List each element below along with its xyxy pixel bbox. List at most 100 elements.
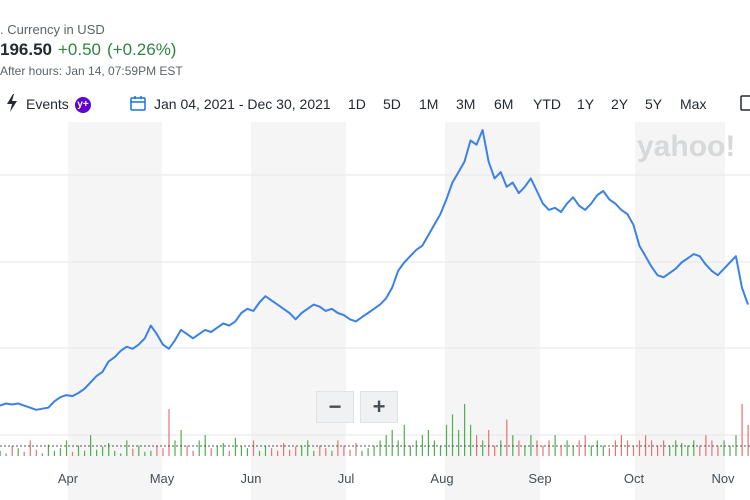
range-max[interactable]: Max <box>680 96 707 112</box>
volume-bar <box>524 445 526 456</box>
volume-bar <box>343 445 345 456</box>
volume-bar <box>361 450 363 456</box>
volume-bar <box>530 435 532 456</box>
volume-bar <box>458 430 460 456</box>
volume-bar <box>120 453 122 456</box>
volume-bar <box>156 445 158 456</box>
events-button[interactable]: Events <box>26 96 69 112</box>
quote-header: . Currency in USD 196.50 +0.50 (+0.26%) Af… <box>0 0 750 82</box>
volume-bar <box>277 450 279 456</box>
volume-bar <box>506 419 508 456</box>
yahoo-watermark: yahoo! <box>637 130 735 163</box>
last-price: 196.50 <box>0 40 52 59</box>
range-5d[interactable]: 5D <box>383 96 401 112</box>
month-band <box>251 122 346 500</box>
volume-bar <box>373 445 375 456</box>
volume-bar <box>168 409 170 456</box>
volume-bar <box>590 445 592 456</box>
volume-bar <box>614 440 616 456</box>
volume-bar <box>367 448 369 456</box>
calendar-icon[interactable] <box>130 95 146 114</box>
volume-bar <box>403 424 405 456</box>
range-5y[interactable]: 5Y <box>645 96 663 112</box>
volume-bar <box>108 443 110 456</box>
volume-bar <box>216 445 218 456</box>
volume-bar <box>23 451 25 456</box>
price-chart[interactable]: yahoo! Apr May Jun Jul Aug Sep Oct Nov <box>0 122 750 500</box>
volume-bar <box>669 445 671 456</box>
month-band <box>68 122 162 500</box>
x-tick-oct: Oct <box>624 471 645 486</box>
volume-bar <box>657 445 659 456</box>
volume-bar <box>0 450 1 456</box>
quote-line: 196.50 +0.50 (+0.26%) <box>0 40 176 60</box>
volume-bar <box>608 448 610 456</box>
x-tick-jul: Jul <box>338 471 355 486</box>
price-change: +0.50 <box>58 40 102 59</box>
x-tick-apr: Apr <box>58 471 79 486</box>
volume-bar <box>228 450 230 456</box>
zoom-out-button[interactable]: − <box>316 391 354 423</box>
volume-bar <box>198 440 200 456</box>
zoom-in-button[interactable]: + <box>360 391 398 423</box>
range-ytd[interactable]: YTD <box>533 96 561 112</box>
volume-bar <box>445 424 448 456</box>
range-2y[interactable]: 2Y <box>611 96 629 112</box>
range-3m[interactable]: 3M <box>456 96 476 112</box>
lightning-icon[interactable] <box>6 94 18 115</box>
volume-bar <box>307 440 309 456</box>
volume-bar <box>35 449 37 456</box>
volume-bar <box>651 440 653 456</box>
volume-bar <box>500 440 502 456</box>
range-1m[interactable]: 1M <box>419 96 439 112</box>
volume-bar <box>687 445 689 456</box>
volume-bar <box>711 440 713 456</box>
volume-bar <box>192 450 194 456</box>
volume-bar <box>548 440 550 456</box>
x-tick-may: May <box>150 471 175 486</box>
range-1d[interactable]: 1D <box>348 96 366 112</box>
volume-bar <box>439 445 442 456</box>
volume-bar <box>681 443 683 456</box>
range-6m[interactable]: 6M <box>494 96 514 112</box>
volume-bar <box>295 446 297 456</box>
volume-bar <box>421 435 423 456</box>
volume-bar <box>415 440 417 456</box>
range-1y[interactable]: 1Y <box>577 96 595 112</box>
x-tick-nov: Nov <box>711 471 735 486</box>
chart-settings-icon[interactable] <box>740 95 750 114</box>
volume-bar <box>663 440 665 456</box>
volume-bar <box>210 448 212 456</box>
volume-bar <box>126 440 128 456</box>
volume-bar <box>397 440 399 456</box>
volume-bar <box>578 440 580 456</box>
volume-bar <box>11 445 13 456</box>
volume-bar <box>90 435 92 456</box>
volume-bar <box>162 448 164 456</box>
x-axis: Apr May Jun Jul Aug Sep Oct Nov <box>58 471 735 486</box>
volume-bar <box>222 443 224 456</box>
volume-bar <box>271 448 273 456</box>
price-line <box>0 129 749 411</box>
volume-bar <box>59 448 61 456</box>
volume-bar <box>626 440 629 456</box>
volume-bar <box>174 440 176 456</box>
volume-bar <box>246 448 248 456</box>
month-band <box>635 122 725 500</box>
volume-bar <box>638 440 641 456</box>
volume-bar <box>71 451 74 456</box>
volume-bar <box>433 440 435 456</box>
volume-bar <box>240 445 242 456</box>
volume-bar <box>747 424 749 456</box>
volume-bar <box>186 445 188 456</box>
volume-bar <box>717 445 719 456</box>
premium-badge[interactable]: y+ <box>75 97 91 113</box>
date-range-picker[interactable]: Jan 04, 2021 - Dec 30, 2021 <box>154 96 331 112</box>
volume-bar <box>741 404 743 456</box>
volume-bar <box>385 435 387 456</box>
currency-label: . Currency in USD <box>0 22 105 37</box>
volume-bar <box>337 440 339 456</box>
volume-bar <box>699 445 701 456</box>
x-tick-jun: Jun <box>241 471 262 486</box>
volume-bar <box>470 424 472 456</box>
